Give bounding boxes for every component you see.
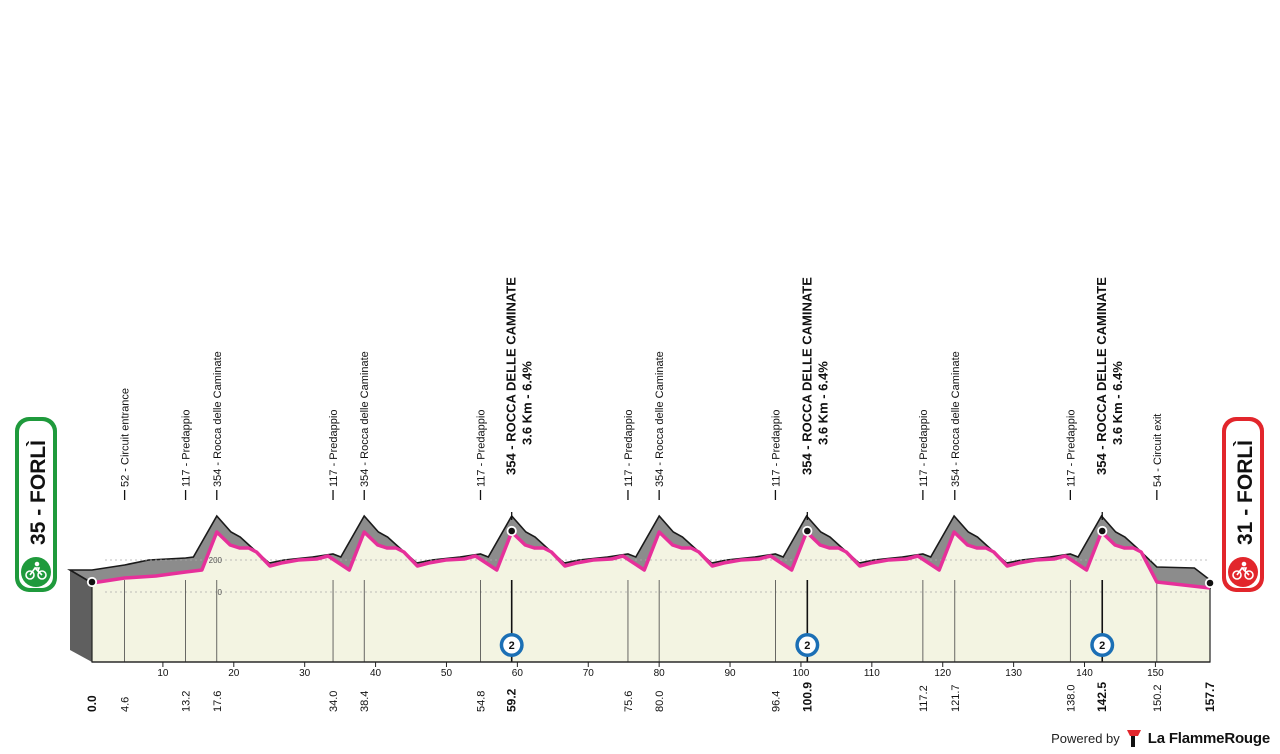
route-point-dot	[802, 525, 813, 537]
km-tick-label: 120	[934, 668, 951, 679]
km-tick-label: 150	[1147, 668, 1164, 679]
finish-badge: 31 - FORLÌ	[1222, 417, 1264, 592]
km-tick-label: 60	[512, 668, 524, 679]
km-point-label: 150.2	[1152, 684, 1164, 712]
climb-stats: 3.6 Km - 6.4%	[520, 361, 535, 445]
km-point-label: 96.4	[770, 691, 782, 712]
climb-category-number: 2	[509, 640, 515, 652]
climb-category-badge: 2	[499, 633, 524, 657]
km-tick-label: 50	[441, 668, 453, 679]
km-tick-label: 30	[299, 668, 311, 679]
km-tick-label: 100	[793, 668, 810, 679]
km-axis: 10 20 30 40 50 60 70 80 90 100 110 120 130 140 150	[157, 662, 1164, 679]
km-tick-label: 140	[1076, 668, 1093, 679]
route-point-dot	[1097, 525, 1108, 537]
powered-by-text: Powered by	[1051, 730, 1120, 746]
km-tick-label: 110	[864, 668, 880, 679]
altitude-label: 0	[218, 588, 223, 597]
waypoint-label: 117 - Predappio	[1065, 410, 1077, 487]
flamme-rouge-logo-icon	[1126, 730, 1141, 747]
bicycle-icon	[1232, 561, 1254, 580]
climb-category-number: 2	[1099, 640, 1105, 652]
climb-stats: 3.6 Km - 6.4%	[1110, 361, 1125, 445]
waypoint-label: 117 - Predappio	[623, 410, 635, 487]
km-tick-label: 130	[1005, 668, 1022, 679]
route-point-dot	[1204, 577, 1216, 589]
waypoint-label: 354 - Rocca delle Caminate	[950, 351, 962, 487]
km-point-label: 54.8	[475, 691, 487, 712]
km-point-label: 117.2	[918, 685, 930, 712]
waypoint-labels: 52 - Circuit entrance 117 - Predappio 354 …	[120, 277, 1164, 520]
climb-category-badge: 2	[1090, 633, 1115, 657]
climb-label: 354 - ROCCA DELLE CAMINATE	[799, 277, 814, 475]
brand-name: La FlammeRouge	[1147, 729, 1270, 747]
km-tick-label: 10	[157, 668, 169, 679]
waypoint-label: 117 - Predappio	[918, 410, 930, 487]
km-point-label: 138.0	[1065, 684, 1077, 712]
finish-circle	[1228, 557, 1258, 587]
km-tick-label: 80	[654, 668, 666, 679]
summit-dots	[86, 525, 1216, 589]
km-point-label: 4.6	[120, 697, 132, 712]
km-tick-label: 90	[724, 668, 736, 679]
start-circle	[21, 557, 51, 587]
km-tick-label: 20	[228, 668, 240, 679]
climb-category-badge: 2	[795, 633, 820, 657]
finish-label: 31 - FORLÌ	[1234, 440, 1257, 545]
km-point-label: 142.5	[1095, 682, 1109, 712]
route-line	[91, 530, 1211, 590]
climb-badges: 2 2 2	[499, 633, 1115, 657]
km-point-label: 80.0	[654, 691, 666, 712]
km-tick-label: 70	[583, 668, 595, 679]
km-points: 0.0 4.6 13.2 17.6 34.0 38.4 54.8 59.2 75.6 80.0 96…	[85, 682, 1217, 712]
km-point-label: 38.4	[359, 691, 371, 712]
climb-label: 354 - ROCCA DELLE CAMINATE	[1094, 277, 1109, 475]
footer: Powered by La FlammeRouge	[1051, 728, 1270, 748]
km-point-label: 0.0	[85, 695, 99, 712]
km-point-label: 75.6	[623, 691, 635, 712]
start-label: 35 - FORLÌ	[27, 440, 50, 545]
km-point-label: 59.2	[505, 688, 519, 712]
km-point-label: 121.7	[950, 684, 962, 712]
start-badge: 35 - FORLÌ	[15, 417, 57, 592]
km-point-label: 13.2	[181, 691, 193, 712]
waypoint-label: 117 - Predappio	[328, 410, 340, 487]
route-point-dot	[506, 525, 517, 537]
terrain-left-wall	[70, 570, 92, 662]
waypoint-label: 354 - Rocca delle Caminate	[212, 351, 224, 487]
waypoint-label: 117 - Predappio	[770, 410, 782, 487]
waypoint-label: 54 - Circuit exit	[1152, 414, 1164, 487]
altitude-label: 200	[209, 556, 223, 565]
climb-label: 354 - ROCCA DELLE CAMINATE	[504, 277, 519, 475]
waypoint-label: 354 - Rocca delle Caminate	[654, 351, 666, 487]
km-point-label: 34.0	[328, 691, 340, 712]
waypoint-label: 52 - Circuit entrance	[120, 388, 132, 487]
route-point-dot	[86, 576, 98, 588]
km-point-label: 17.6	[212, 691, 224, 712]
climb-stats: 3.6 Km - 6.4%	[815, 361, 830, 445]
waypoint-label: 117 - Predappio	[181, 410, 193, 487]
km-point-label: 100.9	[800, 682, 814, 712]
km-tick-label: 40	[370, 668, 382, 679]
km-point-label: 157.7	[1203, 682, 1217, 712]
climb-category-number: 2	[804, 640, 810, 652]
waypoint-label: 117 - Predappio	[475, 410, 487, 487]
bicycle-icon	[25, 561, 47, 580]
waypoint-label: 354 - Rocca delle Caminate	[359, 351, 371, 487]
